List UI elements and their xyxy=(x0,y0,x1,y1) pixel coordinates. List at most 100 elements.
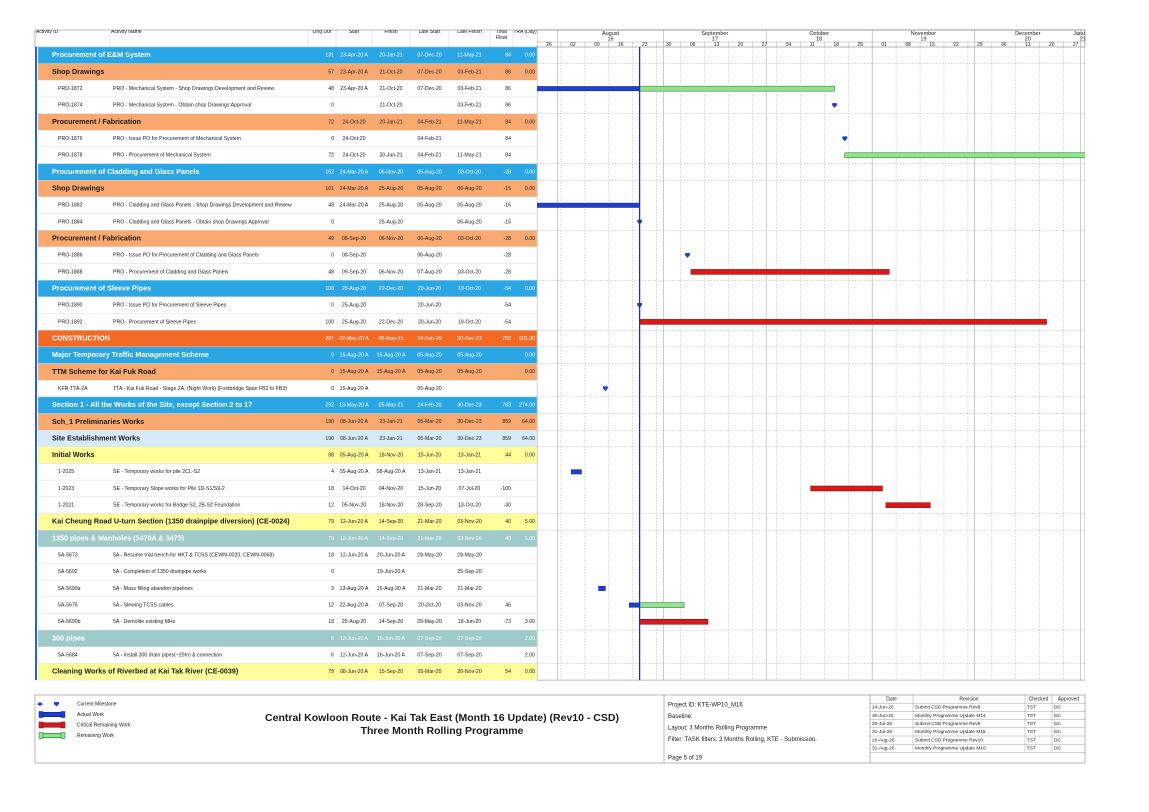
column-header: Late Start xyxy=(419,30,441,35)
activity-name: 5A - Install 300 drain pipes(~29m) & con… xyxy=(113,652,222,658)
cell-late-start: 20-Jun-20 xyxy=(418,319,441,325)
cell-late-start: 04-Feb-21 xyxy=(418,136,442,142)
week-label: 08 xyxy=(905,42,911,48)
cell-start: 24-Mar-20 A xyxy=(340,186,369,192)
cell-late-start: 05-Mar-20 xyxy=(418,419,442,425)
page-number: Page 5 of 19 xyxy=(668,756,703,762)
cell-late-start: 06-Aug-20 xyxy=(417,253,441,259)
week-label: 15 xyxy=(929,42,935,48)
gantt-frame xyxy=(537,29,1085,681)
critical-bar xyxy=(810,485,883,492)
summary-name: Procurement of Cladding and Glass Panels xyxy=(52,167,199,176)
remaining-bar xyxy=(844,152,1085,159)
cell-dur: 101 xyxy=(325,186,334,192)
cell-late-start: 28-Sep-20 xyxy=(417,503,441,509)
activity-name: SE - Temporary works for Bridge S2, 2B-S… xyxy=(113,503,240,509)
cell-late-start: 05-Mar-20 xyxy=(418,436,442,442)
cell-finish: 20-Jan-21 xyxy=(379,119,402,125)
cell-finish: 15-Aug-20 A xyxy=(377,369,406,375)
cell-dur: 4 xyxy=(331,469,334,475)
revision-cell: TST xyxy=(1027,721,1036,727)
activity-name: 5A - Mass filling abandon pipelines xyxy=(113,586,193,592)
cell-tra: 0.00 xyxy=(525,286,535,292)
cell-tra: 64.00 xyxy=(522,436,535,442)
cell-start: 12-Jun-20 A xyxy=(340,519,369,525)
cell-id: 5A-5673 xyxy=(58,553,78,559)
legend-swatch xyxy=(40,711,64,717)
month-label: September xyxy=(701,31,728,37)
cell-start: 24-Mar-20 A xyxy=(340,169,369,175)
cell-finish: 23-Jan-21 xyxy=(379,419,402,425)
activity-name: PRO - Procurement of Sleeve Pipes xyxy=(113,319,196,325)
cell-late-start: 04-Feb-21 xyxy=(418,119,442,125)
cell-float: -73 xyxy=(504,619,512,625)
cell-late-start: 05-Aug-20 xyxy=(417,353,441,359)
summary-name: 1350 pipes & Manholes (5470A & 5475) xyxy=(52,533,185,542)
cell-start: 12-Jun-20 A xyxy=(340,652,369,658)
milestone xyxy=(832,103,837,108)
summary-name: Cleaning Works of Riverbed at Kai Tak Ri… xyxy=(52,667,239,676)
actual-bar xyxy=(537,86,640,92)
cell-dur: 6 xyxy=(331,652,334,658)
cell-id: PRO-1886 xyxy=(58,253,83,259)
cell-late-start: 07-Dec-20 xyxy=(417,86,441,92)
project-info: Baseline: xyxy=(668,714,693,720)
cell-float: 46 xyxy=(505,602,511,608)
cell-late-finish: 18-Jun-20 xyxy=(458,619,481,625)
cell-late-finish: 13-Jan-21 xyxy=(458,469,481,475)
cell-late-finish: 20-Nov-20 xyxy=(457,669,481,675)
activity-name: PRO - Procurement of Cladding and Glass … xyxy=(113,269,229,275)
week-label: 25 xyxy=(857,42,863,48)
column-header-text: Start xyxy=(348,30,360,35)
summary-name: Sch_1 Preliminaries Works xyxy=(52,417,144,426)
cell-id: PRO-1876 xyxy=(58,136,83,142)
cell-late-finish: 07-Sep-20 xyxy=(457,636,481,642)
revision-cell: 31-Jul-20 xyxy=(872,729,892,735)
cell-start: 08-Jun-20 A xyxy=(340,669,369,675)
cell-float: -28 xyxy=(504,253,512,259)
column-header: Start xyxy=(348,30,360,35)
cell-finish: 25-Aug-20 xyxy=(379,219,403,225)
cell-float: -54 xyxy=(504,286,512,292)
cell-tra: 0.00 xyxy=(525,186,535,192)
cell-late-start: 05-Aug-20 xyxy=(417,386,441,392)
cell-finish: 25-Aug-20 xyxy=(379,203,403,209)
cell-late-finish: 30-Dec-23 xyxy=(457,419,481,425)
cell-float: -15 xyxy=(504,186,512,192)
legend-end xyxy=(60,711,66,718)
cell-start: 13-May-20 A xyxy=(339,403,369,409)
cell-tra: 0.00 xyxy=(525,453,535,459)
cell-tra: 2.00 xyxy=(525,652,535,658)
remaining-bar xyxy=(639,85,835,92)
milestone xyxy=(685,253,690,258)
column-header-text: Activity ID xyxy=(36,30,59,35)
legend-end xyxy=(38,721,44,729)
cell-float: 40 xyxy=(505,519,511,525)
cell-finish: 22-Dec-20 xyxy=(379,319,403,325)
revision-cell: TST xyxy=(1027,746,1036,752)
cell-dur: 18 xyxy=(328,619,334,625)
revision-cell: Submit CSD Programme Rev10 xyxy=(915,737,983,743)
cell-float: 84 xyxy=(505,53,511,59)
cell-late-finish: 11-May-21 xyxy=(457,53,482,59)
legend-swatch xyxy=(40,722,64,728)
cell-dur: 0 xyxy=(331,303,334,309)
cell-late-start: 05-Aug-20 xyxy=(417,186,441,192)
cell-dur: 48 xyxy=(328,203,334,209)
week-label: 01 xyxy=(881,42,887,48)
week-label: 06 xyxy=(690,42,696,48)
cell-start: 12-Jun-20 A xyxy=(340,553,369,559)
cell-float: 859 xyxy=(502,419,511,425)
cell-late-finish: 11-May-21 xyxy=(457,119,482,125)
cell-finish: 21-Oct-20 xyxy=(379,69,402,75)
month-number: 17 xyxy=(712,36,718,42)
month-number: 19 xyxy=(920,36,926,42)
revision-cell: DC xyxy=(1054,713,1061,719)
cell-float: -54 xyxy=(504,303,512,309)
revision-cell: 24-Jun-20 xyxy=(872,705,894,711)
cell-finish: 16-Jun-20 A xyxy=(377,636,406,642)
cell-finish: 15-Aug-20 A xyxy=(377,353,406,359)
cell-finish: 21-Oct-20 xyxy=(379,103,402,109)
cell-finish: 18-Nov-20 xyxy=(379,453,403,459)
cell-dur: 72 xyxy=(328,119,334,125)
